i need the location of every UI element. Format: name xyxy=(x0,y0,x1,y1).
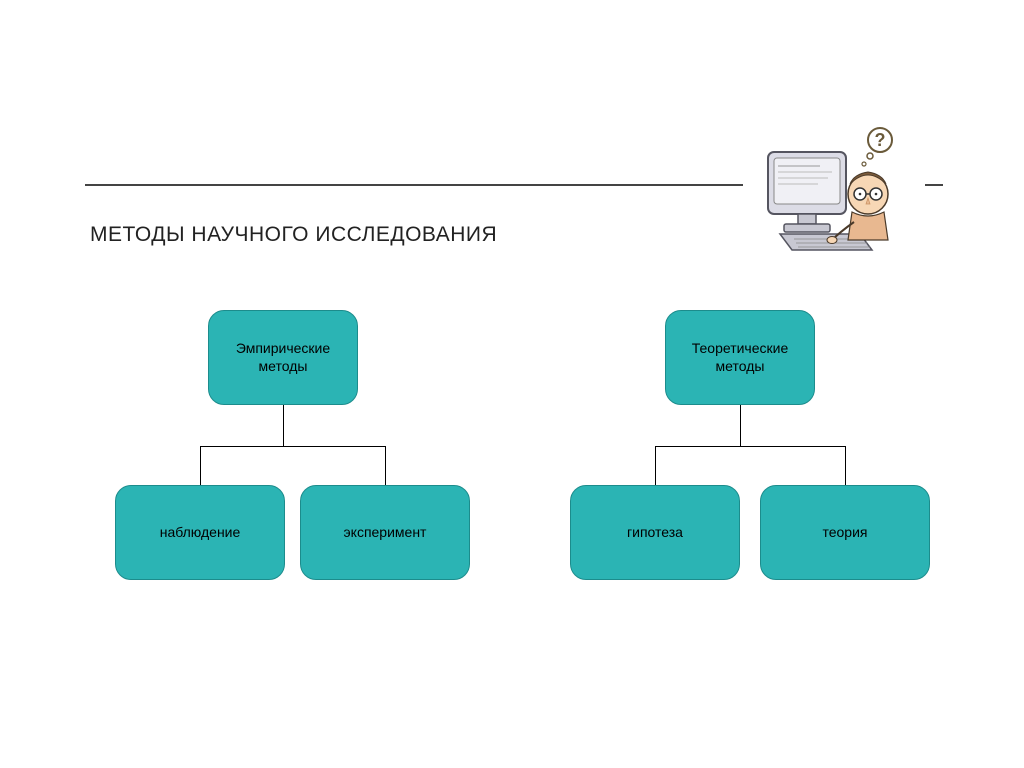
connector-segment xyxy=(200,446,385,447)
divider-line-left xyxy=(85,184,743,186)
node-theoretical-methods: Теоретическиеметоды xyxy=(665,310,815,405)
connector-segment xyxy=(845,446,846,485)
node-label: гипотеза xyxy=(627,524,683,542)
computer-person-clipart: ? xyxy=(760,122,916,262)
connector-segment xyxy=(655,446,656,485)
node-empirical-methods: Эмпирическиеметоды xyxy=(208,310,358,405)
node-observation: наблюдение xyxy=(115,485,285,580)
svg-text:?: ? xyxy=(875,130,886,150)
connector-segment xyxy=(200,446,201,485)
node-theory: теория xyxy=(760,485,930,580)
node-experiment: эксперимент xyxy=(300,485,470,580)
connector-segment xyxy=(385,446,386,485)
node-label: Эмпирическиеметоды xyxy=(236,340,330,375)
slide-title: МЕТОДЫ НАУЧНОГО ИССЛЕДОВАНИЯ xyxy=(90,223,497,247)
connector-segment xyxy=(283,405,284,446)
slide: ? xyxy=(0,0,1024,768)
node-label: теория xyxy=(822,524,867,542)
node-label: эксперимент xyxy=(344,524,427,542)
node-hypothesis: гипотеза xyxy=(570,485,740,580)
connector-segment xyxy=(740,405,741,446)
divider-line-right xyxy=(925,184,943,186)
node-label: наблюдение xyxy=(160,524,241,542)
node-label: Теоретическиеметоды xyxy=(692,340,789,375)
connector-segment xyxy=(655,446,845,447)
